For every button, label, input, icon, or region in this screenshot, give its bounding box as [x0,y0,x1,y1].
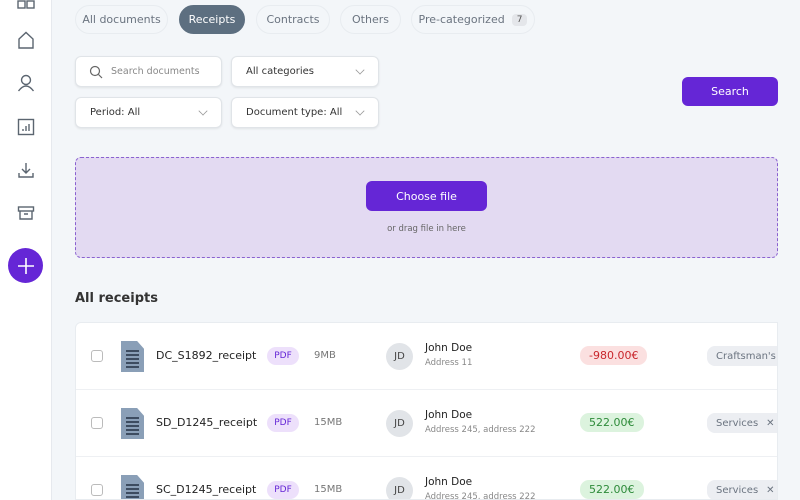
file-name[interactable]: SD_D1245_receipt [156,416,258,429]
tab-label: Pre-categorized [418,13,505,26]
tab-label: Receipts [188,13,236,26]
file-type-badge: PDF [267,481,299,499]
table-row[interactable]: DC_S1892_receipt PDF 9MB JD John Doe Add… [76,323,777,390]
tab-all-documents[interactable]: All documents [75,5,168,34]
tab-label: All documents [82,13,161,26]
category-value: All categories [246,66,314,77]
remove-category-icon[interactable]: ✕ [766,484,775,496]
chart-icon[interactable] [16,117,36,137]
file-type-badge: PDF [267,347,299,365]
tab-receipts[interactable]: Receipts [179,5,245,34]
receipts-table: DC_S1892_receipt PDF 9MB JD John Doe Add… [75,322,778,500]
row-checkbox[interactable] [91,484,103,496]
search-icon [89,65,103,79]
document-icon [121,475,144,499]
sidebar [0,0,52,500]
avatar: JD [386,343,413,370]
user-icon[interactable] [16,73,36,93]
dropzone-hint: or drag file in here [387,224,466,234]
amount-badge: 522.00€ [580,480,644,499]
person-address: Address 11 [425,358,473,368]
category-select[interactable]: All categories [231,56,379,87]
amount-badge: 522.00€ [580,413,644,432]
avatar: JD [386,477,413,499]
count-badge: 7 [511,13,528,26]
chevron-down-icon [355,106,365,116]
tab-contracts[interactable]: Contracts [256,5,330,34]
chevron-down-icon [198,106,208,116]
row-checkbox[interactable] [91,417,103,429]
download-icon[interactable] [16,160,36,180]
period-select[interactable]: Period: All [75,97,222,128]
category-tag: Services ✕ [707,480,777,499]
choose-file-button[interactable]: Choose file [366,181,487,211]
period-value: Period: All [90,107,141,118]
table-row[interactable]: SD_D1245_receipt PDF 15MB JD John Doe Ad… [76,390,777,457]
person-address: Address 245, address 222 [425,425,536,435]
document-type-select[interactable]: Document type: All [231,97,379,128]
table-row[interactable]: SC_D1245_receipt PDF 15MB JD John Doe Ad… [76,457,777,500]
search-input[interactable]: Search documents [75,56,222,87]
person-name: John Doe [425,409,473,421]
tab-label: Others [352,13,389,26]
file-size: 9MB [314,350,336,361]
document-type-value: Document type: All [246,107,343,118]
category-tag: Craftsman's B [707,346,777,366]
file-size: 15MB [314,484,343,495]
file-type-badge: PDF [267,414,299,432]
category-tag: Services ✕ [707,413,777,433]
add-button[interactable] [8,248,43,283]
tab-others[interactable]: Others [340,5,401,34]
remove-category-icon[interactable]: ✕ [766,417,775,429]
search-button[interactable]: Search [682,77,778,106]
row-checkbox[interactable] [91,350,103,362]
file-dropzone[interactable]: Choose file or drag file in here [75,157,778,258]
category-label: Craftsman's B [716,350,777,362]
section-title: All receipts [75,291,158,306]
plus-icon [17,257,34,274]
avatar: JD [386,410,413,437]
category-label: Services [716,484,759,496]
amount-badge: -980.00€ [580,346,648,365]
file-size: 15MB [314,417,343,428]
person-address: Address 245, address 222 [425,492,536,500]
tab-pre-categorized[interactable]: Pre-categorized 7 [411,5,535,34]
person-name: John Doe [425,476,473,488]
document-icon [121,408,144,439]
grid-icon[interactable] [16,0,36,10]
archive-icon[interactable] [16,203,36,223]
file-name[interactable]: SC_D1245_receipt [156,483,257,496]
home-icon[interactable] [16,30,36,50]
document-icon [121,341,144,372]
tab-label: Contracts [266,13,320,26]
category-label: Services [716,417,759,429]
search-placeholder: Search documents [111,66,200,77]
person-name: John Doe [425,342,473,354]
chevron-down-icon [355,65,365,75]
file-name[interactable]: DC_S1892_receipt [156,349,257,362]
